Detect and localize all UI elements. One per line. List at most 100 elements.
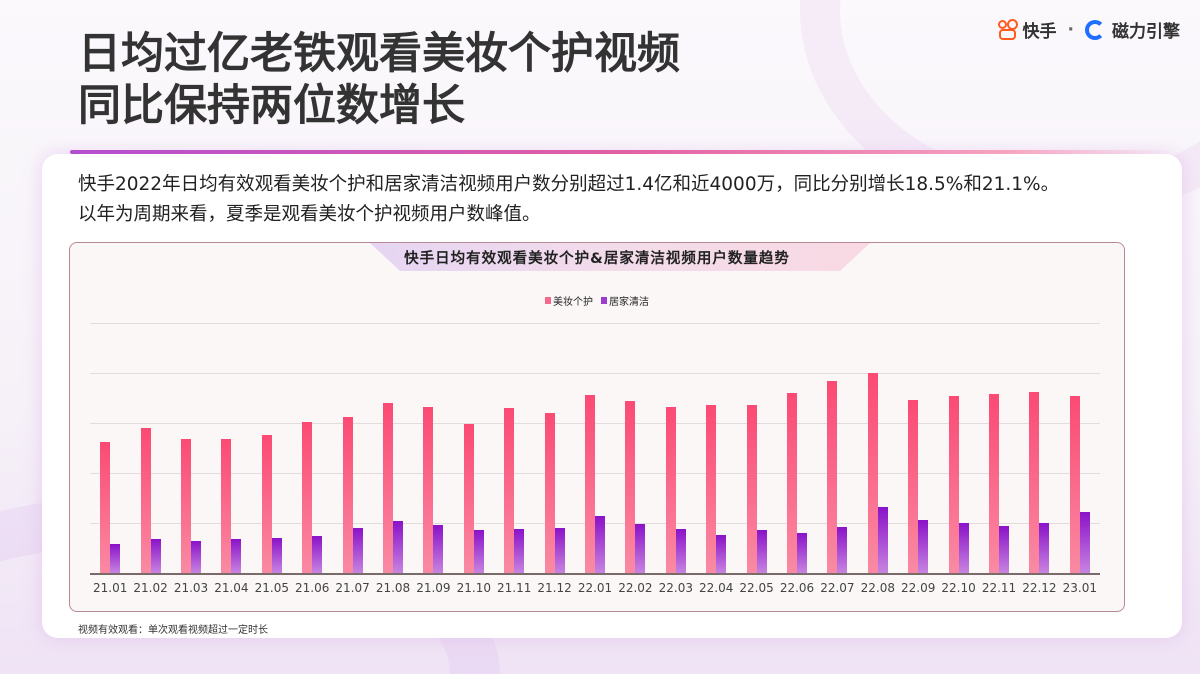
bar-beauty bbox=[746, 405, 757, 573]
bar-beauty bbox=[463, 424, 474, 573]
bar-beauty bbox=[665, 407, 676, 573]
page-title-line2: 同比保持两位数增长 bbox=[78, 81, 465, 131]
bar-cleaning bbox=[958, 523, 969, 573]
brand-separator: · bbox=[1067, 19, 1074, 40]
legend-item-beauty: 美妆个护 bbox=[545, 293, 593, 308]
x-axis-label: 22.04 bbox=[699, 581, 734, 595]
bar-cleaning bbox=[433, 525, 444, 573]
bar-cleaning bbox=[150, 539, 161, 573]
bar-cleaning bbox=[837, 527, 848, 573]
gridline bbox=[90, 423, 1100, 424]
x-axis-label: 22.11 bbox=[981, 581, 1017, 595]
bar-cleaning bbox=[595, 516, 605, 573]
bar-beauty bbox=[181, 439, 191, 573]
bar-cleaning bbox=[797, 533, 807, 573]
bar-cleaning bbox=[514, 529, 525, 573]
bar-beauty bbox=[221, 439, 232, 573]
x-axis-label: 21.04 bbox=[214, 581, 249, 595]
x-axis-label: 21.09 bbox=[416, 581, 451, 595]
bar-beauty bbox=[423, 407, 434, 573]
bar-cleaning bbox=[675, 529, 686, 573]
bar-beauty bbox=[1029, 392, 1040, 573]
bar-beauty bbox=[787, 393, 797, 573]
brand-header: 快手 · 磁力引擎 bbox=[997, 17, 1180, 42]
bar-beauty bbox=[948, 396, 959, 573]
bar-cleaning bbox=[393, 521, 403, 573]
bar-beauty bbox=[827, 381, 838, 573]
x-axis-label: 22.05 bbox=[739, 581, 774, 595]
legend-item-cleaning: 居家清洁 bbox=[601, 293, 649, 308]
chart-plot-area: 21.01 21.02 21.03 21.04 21.05 21.06 21.07 21.08… bbox=[90, 323, 1100, 595]
x-axis-label: 22.06 bbox=[779, 581, 815, 595]
cili-label: 磁力引擎 bbox=[1112, 22, 1180, 42]
bar-cleaning bbox=[635, 524, 646, 573]
legend-label-beauty: 美妆个护 bbox=[553, 297, 593, 308]
description: 快手2022年日均有效观看美妆个护和居家清洁视频用户数分别超过1.4亿和近400… bbox=[78, 170, 1178, 230]
x-axis-label: 21.03 bbox=[173, 581, 209, 595]
chart-legend: 美妆个护 居家清洁 bbox=[70, 293, 1124, 308]
card-accent-line bbox=[70, 150, 1170, 154]
bar-cleaning bbox=[110, 544, 121, 573]
bar-beauty bbox=[625, 401, 636, 573]
x-axis-label: 22.12 bbox=[1022, 581, 1057, 595]
kuaishou-logo-icon bbox=[997, 18, 1019, 41]
x-axis-label: 22.08 bbox=[860, 581, 895, 595]
legend-label-cleaning: 居家清洁 bbox=[609, 297, 649, 308]
x-axis-line bbox=[90, 573, 1100, 575]
x-axis-label: 22.07 bbox=[820, 581, 855, 595]
x-axis-label: 21.07 bbox=[335, 581, 370, 595]
bar-cleaning bbox=[191, 541, 201, 573]
bar-beauty bbox=[544, 413, 555, 573]
gridline bbox=[90, 323, 1100, 324]
x-axis-label: 21.10 bbox=[456, 581, 491, 595]
footnote: 视频有效观看：单次观看视频超过一定时长 bbox=[78, 625, 268, 636]
bar-beauty bbox=[706, 405, 717, 573]
bar-beauty bbox=[342, 417, 353, 573]
bar-beauty bbox=[908, 400, 919, 573]
x-axis-label: 23.01 bbox=[1062, 581, 1097, 595]
x-axis-label: 22.03 bbox=[658, 581, 693, 595]
x-axis-label: 21.05 bbox=[254, 581, 289, 595]
bar-beauty bbox=[989, 394, 999, 573]
chart-container: 快手日均有效观看美妆个护&居家清洁视频用户数量趋势 美妆个护 居家清洁 21.0… bbox=[69, 242, 1125, 612]
x-axis-label: 22.02 bbox=[618, 581, 653, 595]
bar-cleaning bbox=[554, 528, 565, 573]
bar-cleaning bbox=[877, 507, 888, 573]
description-line1: 快手2022年日均有效观看美妆个护和居家清洁视频用户数分别超过1.4亿和近400… bbox=[78, 174, 1060, 195]
bar-beauty bbox=[504, 408, 515, 573]
page-title-line1: 日均过亿老铁观看美妆个护视频 bbox=[78, 29, 680, 79]
bar-cleaning bbox=[716, 535, 727, 573]
x-axis-label: 22.10 bbox=[941, 581, 976, 595]
kuaishou-label: 快手 bbox=[1022, 22, 1057, 42]
bar-beauty bbox=[585, 395, 595, 573]
bar-beauty bbox=[140, 428, 151, 573]
description-line2: 以年为周期来看，夏季是观看美妆个护视频用户数峰值。 bbox=[78, 204, 541, 225]
bar-beauty bbox=[261, 435, 272, 573]
x-axis-label: 21.12 bbox=[537, 581, 572, 595]
x-axis-label: 21.02 bbox=[133, 581, 168, 595]
x-axis-label: 21.06 bbox=[295, 581, 330, 595]
bar-cleaning bbox=[352, 528, 363, 573]
chart-title: 快手日均有效观看美妆个护&居家清洁视频用户数量趋势 bbox=[404, 251, 790, 267]
gridline bbox=[90, 473, 1100, 474]
bar-cleaning bbox=[999, 526, 1009, 573]
bar-beauty bbox=[1069, 396, 1080, 573]
chart-title-band bbox=[370, 243, 870, 271]
legend-swatch-cleaning bbox=[601, 297, 607, 304]
bar-cleaning bbox=[1079, 512, 1090, 573]
bar-beauty bbox=[867, 373, 878, 573]
bar-cleaning bbox=[312, 536, 323, 573]
x-axis-label: 22.01 bbox=[577, 581, 613, 595]
page-title: 日均过亿老铁观看美妆个护视频 同比保持两位数增长 bbox=[78, 28, 680, 132]
bar-cleaning bbox=[756, 530, 767, 573]
bar-beauty bbox=[302, 422, 313, 573]
x-axis-label: 21.11 bbox=[497, 581, 532, 595]
x-axis-label: 22.09 bbox=[901, 581, 936, 595]
bar-cleaning bbox=[918, 520, 929, 573]
gridline bbox=[90, 373, 1100, 374]
bar-cleaning bbox=[271, 538, 282, 573]
bar-beauty bbox=[383, 403, 393, 573]
cili-engine-logo-icon bbox=[1085, 19, 1105, 40]
bar-cleaning bbox=[1039, 523, 1050, 573]
x-axis-label: 21.08 bbox=[375, 581, 411, 595]
